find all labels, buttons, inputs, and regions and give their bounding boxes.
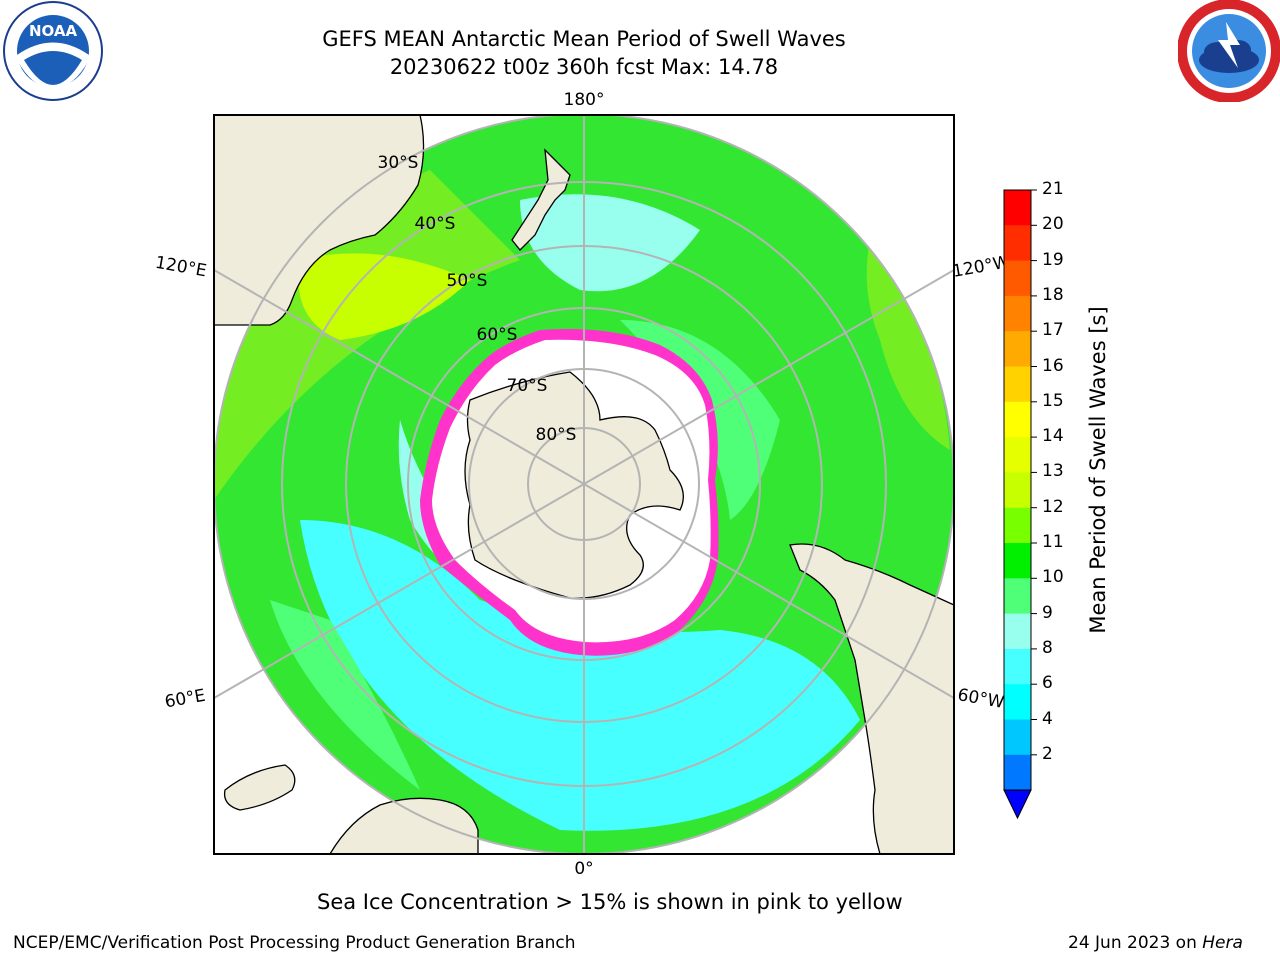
- colorbar-segment: [1004, 472, 1031, 509]
- colorbar-segment: [1004, 543, 1031, 579]
- lat-label-50s: 50°S: [447, 271, 488, 291]
- colorbar-extend-arrow: [1003, 789, 1032, 820]
- colorbar-tick-label: 18: [1042, 284, 1064, 305]
- colorbar-segment: [1004, 507, 1031, 544]
- colorbar-frame: [1003, 189, 1032, 791]
- colorbar-tick-label: 6: [1042, 673, 1053, 694]
- south-america-land: [789, 543, 954, 854]
- colorbar-segment: [1004, 366, 1031, 403]
- colorbar-segment: [1004, 613, 1031, 650]
- footer-branch: NCEP/EMC/Verification Post Processing Pr…: [13, 933, 576, 953]
- colorbar-segment: [1004, 295, 1031, 332]
- colorbar-tick-label: 11: [1042, 532, 1064, 552]
- colorbar-segment: [1004, 401, 1031, 438]
- colorbar-tick-label: 4: [1042, 708, 1053, 729]
- lon-label-60e: 60°E: [163, 686, 207, 713]
- colorbar-tick-label: 17: [1042, 320, 1064, 341]
- footer-date: 24 Jun 2023 on Hera: [1068, 933, 1243, 953]
- colorbar-tick-label: 13: [1042, 461, 1064, 482]
- lon-label-180: 180°: [564, 90, 605, 110]
- colorbar-tick-label: 8: [1042, 637, 1053, 658]
- lat-label-60s: 60°S: [477, 325, 518, 345]
- footer-date-text: 24 Jun 2023 on: [1068, 933, 1203, 953]
- colorbar-segment: [1004, 578, 1031, 615]
- land-masses: [214, 115, 954, 854]
- lat-label-70s: 70°S: [507, 376, 548, 396]
- madagascar-land: [223, 764, 296, 811]
- colorbar-tick-label: 2: [1042, 743, 1053, 764]
- noaa-logo-icon: NOAA: [3, 1, 103, 101]
- colorbar-tick-label: 14: [1042, 426, 1064, 447]
- colorbar-segment: [1004, 331, 1031, 367]
- colorbar-tick-label: 12: [1042, 496, 1064, 517]
- colorbar: [1003, 189, 1037, 820]
- colorbar-tick-label: 20: [1042, 214, 1064, 235]
- lon-label-60w: 60°W: [956, 685, 1006, 713]
- lat-label-30s: 30°S: [378, 153, 419, 173]
- nws-logo-icon: [1178, 0, 1280, 102]
- colorbar-segment: [1004, 225, 1031, 262]
- colorbar-segment: [1004, 754, 1031, 791]
- antarctica-land: [464, 371, 684, 599]
- noaa-logo-text: NOAA: [29, 22, 78, 40]
- sea-ice-caption: Sea Ice Concentration > 15% is shown in …: [317, 890, 903, 914]
- colorbar-segment: [1004, 684, 1031, 720]
- colorbar-tick-label: 9: [1042, 602, 1053, 623]
- colorbar-tick-label: 21: [1042, 179, 1064, 199]
- colorbar-segment: [1004, 648, 1031, 685]
- colorbar-segment: [1004, 190, 1031, 226]
- chart-subtitle: 20230622 t00z 360h fcst Max: 14.78: [389, 55, 779, 79]
- lon-label-120e: 120°E: [154, 253, 208, 282]
- colorbar-tick-label: 15: [1042, 390, 1064, 411]
- lon-label-120w: 120°W: [951, 252, 1012, 282]
- new-zealand-land: [511, 148, 571, 251]
- map-frame: [213, 114, 955, 855]
- colorbar-tick-label: 16: [1042, 355, 1064, 376]
- australia-land: [214, 115, 425, 326]
- colorbar-tick-label: 19: [1042, 249, 1064, 270]
- colorbar-segment: [1004, 437, 1031, 473]
- lon-label-0: 0°: [574, 859, 593, 879]
- colorbar-title: Mean Period of Swell Waves [s]: [1086, 306, 1110, 634]
- graticule: [214, 115, 954, 854]
- lat-label-40s: 40°S: [415, 214, 456, 234]
- africa-land: [329, 797, 479, 854]
- chart-title: GEFS MEAN Antarctic Mean Period of Swell…: [322, 27, 846, 51]
- colorbar-segment: [1004, 260, 1031, 297]
- colorbar-segment: [1004, 719, 1031, 756]
- colorbar-tick-label: 10: [1042, 567, 1064, 588]
- footer-host: Hera: [1202, 933, 1243, 953]
- lat-label-80s: 80°S: [536, 425, 577, 445]
